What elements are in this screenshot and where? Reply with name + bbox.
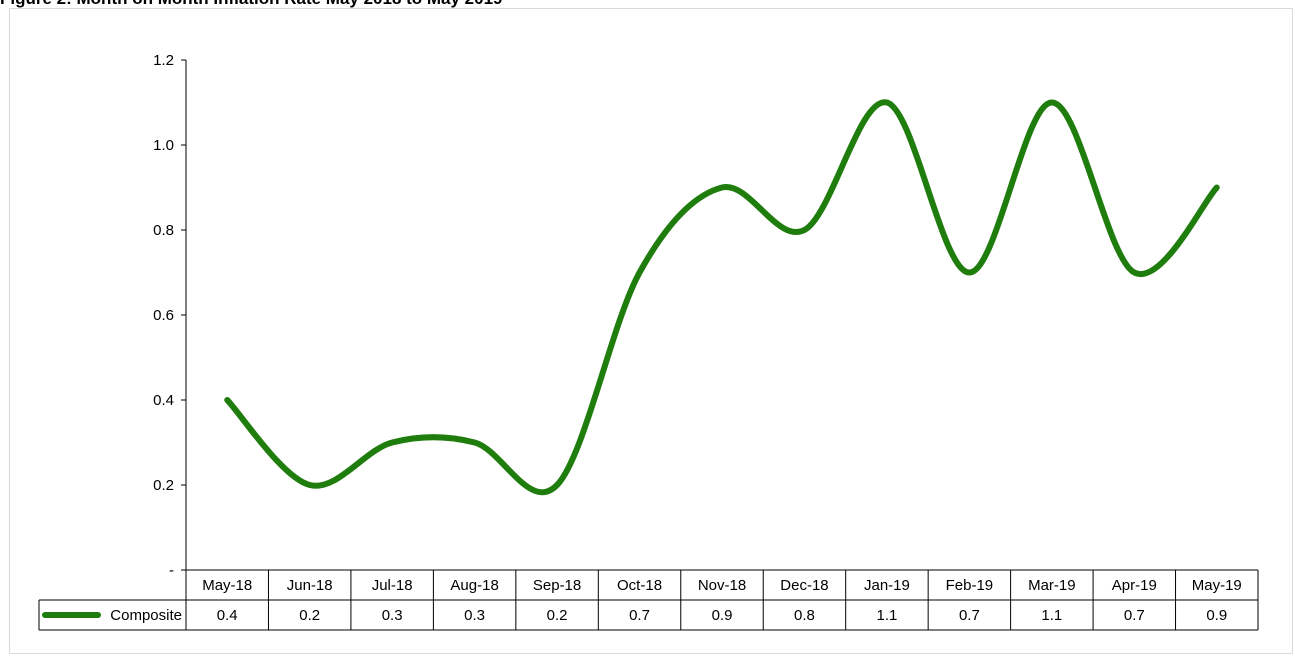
data-label: 0.7 bbox=[959, 607, 980, 624]
data-point bbox=[1131, 270, 1137, 276]
x-tick-label: May-18 bbox=[202, 577, 252, 594]
data-label: 0.2 bbox=[547, 607, 568, 624]
y-tick-label: - bbox=[169, 562, 174, 579]
y-tick-label: 1.0 bbox=[153, 137, 174, 154]
x-tick-label: Nov-18 bbox=[698, 577, 746, 594]
y-tick-label: 0.6 bbox=[153, 307, 174, 324]
data-point bbox=[1214, 185, 1220, 191]
y-tick-label: 0.4 bbox=[153, 392, 174, 409]
data-label: 1.1 bbox=[1041, 607, 1062, 624]
chart-title: Figure 2: Month on Month Inflation Rate … bbox=[0, 0, 503, 9]
data-label: 0.9 bbox=[1206, 607, 1227, 624]
data-point bbox=[1049, 100, 1055, 106]
x-tick-label: Jun-18 bbox=[287, 577, 333, 594]
data-point bbox=[389, 440, 395, 446]
data-label: 0.7 bbox=[1124, 607, 1145, 624]
data-label: 0.7 bbox=[629, 607, 650, 624]
x-tick-label: Dec-18 bbox=[780, 577, 828, 594]
legend-label-composite: Composite bbox=[110, 607, 182, 624]
plot-area bbox=[224, 99, 1220, 496]
data-point bbox=[472, 440, 478, 446]
data-point bbox=[637, 270, 643, 276]
y-axis-ticks: - 0.2 0.4 0.6 0.8 1.0 1.2 bbox=[153, 52, 186, 579]
data-label: 0.8 bbox=[794, 607, 815, 624]
x-tick-label: Oct-18 bbox=[617, 577, 662, 594]
y-tick-label: 0.8 bbox=[153, 222, 174, 239]
series-line-composite bbox=[224, 99, 1220, 496]
y-tick-label: 0.2 bbox=[153, 477, 174, 494]
data-label: 0.3 bbox=[464, 607, 485, 624]
data-label: 0.4 bbox=[217, 607, 238, 624]
data-point bbox=[801, 227, 807, 233]
x-tick-label: Mar-19 bbox=[1028, 577, 1076, 594]
data-point bbox=[884, 100, 890, 106]
data-label: 0.2 bbox=[299, 607, 320, 624]
x-tick-label: Apr-19 bbox=[1112, 577, 1157, 594]
chart-frame bbox=[9, 8, 1293, 654]
data-label: 1.1 bbox=[876, 607, 897, 624]
data-point bbox=[719, 185, 725, 191]
x-tick-label: Sep-18 bbox=[533, 577, 581, 594]
data-point bbox=[224, 397, 230, 403]
x-tick-label: Jul-18 bbox=[372, 577, 413, 594]
data-point bbox=[966, 270, 972, 276]
data-point bbox=[554, 482, 560, 488]
x-tick-label: Aug-18 bbox=[450, 577, 498, 594]
data-label: 0.3 bbox=[382, 607, 403, 624]
data-table: May-18 0.4 Jun-18 0.2 Jul-18 0.3 Aug-18 0.3 Sep-… bbox=[38, 569, 1259, 631]
data-point bbox=[307, 482, 313, 488]
x-tick-label: Feb-19 bbox=[946, 577, 994, 594]
data-label: 0.9 bbox=[712, 607, 733, 624]
x-tick-label: Jan-19 bbox=[864, 577, 910, 594]
x-tick-label: May-19 bbox=[1192, 577, 1242, 594]
y-tick-label: 1.2 bbox=[153, 52, 174, 69]
